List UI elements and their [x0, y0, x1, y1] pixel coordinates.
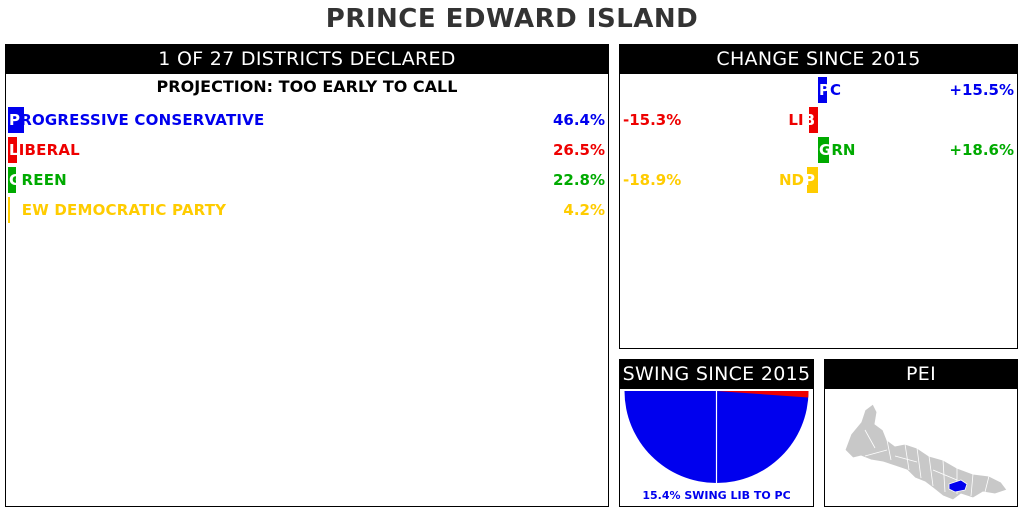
- change-panel: CHANGE SINCE 2015 PC +15.5% LIB -15.3% GRN +1…: [619, 44, 1018, 349]
- projection-text: PROJECTION: TOO EARLY TO CALL: [156, 77, 458, 96]
- change-bar: [807, 167, 818, 193]
- swing-gauge-lib-segment: [716, 391, 809, 398]
- pei-map: [844, 403, 1008, 501]
- page-title: PRINCE EDWARD ISLAND: [325, 4, 699, 34]
- change-value: +18.6%: [949, 141, 1014, 159]
- party-row: NEW DEMOCRATIC PARTY 4.2%: [8, 197, 606, 223]
- pei-landmass: [844, 403, 1008, 501]
- party-percent: 46.4%: [552, 111, 605, 129]
- swing-header: SWING SINCE 2015: [620, 360, 813, 389]
- map-header: PEI: [825, 360, 1017, 389]
- map-panel: PEI: [824, 359, 1018, 507]
- swing-gauge: [624, 391, 809, 483]
- change-party-label: PC: [819, 81, 842, 99]
- party-bar: [8, 197, 10, 223]
- swing-panel: SWING SINCE 2015 15.4% SWING LIB TO PC: [619, 359, 814, 507]
- change-bar: [818, 137, 829, 163]
- party-name: NEW DEMOCRATIC PARTY: [9, 201, 227, 219]
- party-row: LIBERAL 26.5%: [8, 137, 606, 163]
- change-header: CHANGE SINCE 2015: [620, 45, 1017, 74]
- change-value: -15.3%: [623, 111, 682, 129]
- party-name: LIBERAL: [9, 141, 80, 159]
- party-percent: 4.2%: [563, 201, 605, 219]
- change-bar: [809, 107, 818, 133]
- party-row: PROGRESSIVE CONSERVATIVE 46.4%: [8, 107, 606, 133]
- change-party-label: LIB: [788, 111, 815, 129]
- change-bar: [818, 77, 828, 103]
- party-percent: 26.5%: [552, 141, 605, 159]
- party-name: GREEN: [9, 171, 67, 189]
- results-header: 1 OF 27 DISTRICTS DECLARED: [6, 45, 608, 74]
- swing-caption: 15.4% SWING LIB TO PC: [642, 489, 791, 502]
- party-name: PROGRESSIVE CONSERVATIVE: [9, 111, 265, 129]
- party-bar: [8, 107, 24, 133]
- party-bar: [8, 137, 18, 163]
- party-row: GREEN 22.8%: [8, 167, 606, 193]
- change-party-label: GRN: [819, 141, 856, 159]
- results-panel: 1 OF 27 DISTRICTS DECLARED PROJECTION: T…: [5, 44, 609, 507]
- party-bar: [8, 167, 16, 193]
- change-party-label: NDP: [778, 171, 815, 189]
- change-value: -18.9%: [623, 171, 682, 189]
- pei-declared-district: [948, 479, 968, 493]
- change-value: +15.5%: [949, 81, 1014, 99]
- party-percent: 22.8%: [552, 171, 605, 189]
